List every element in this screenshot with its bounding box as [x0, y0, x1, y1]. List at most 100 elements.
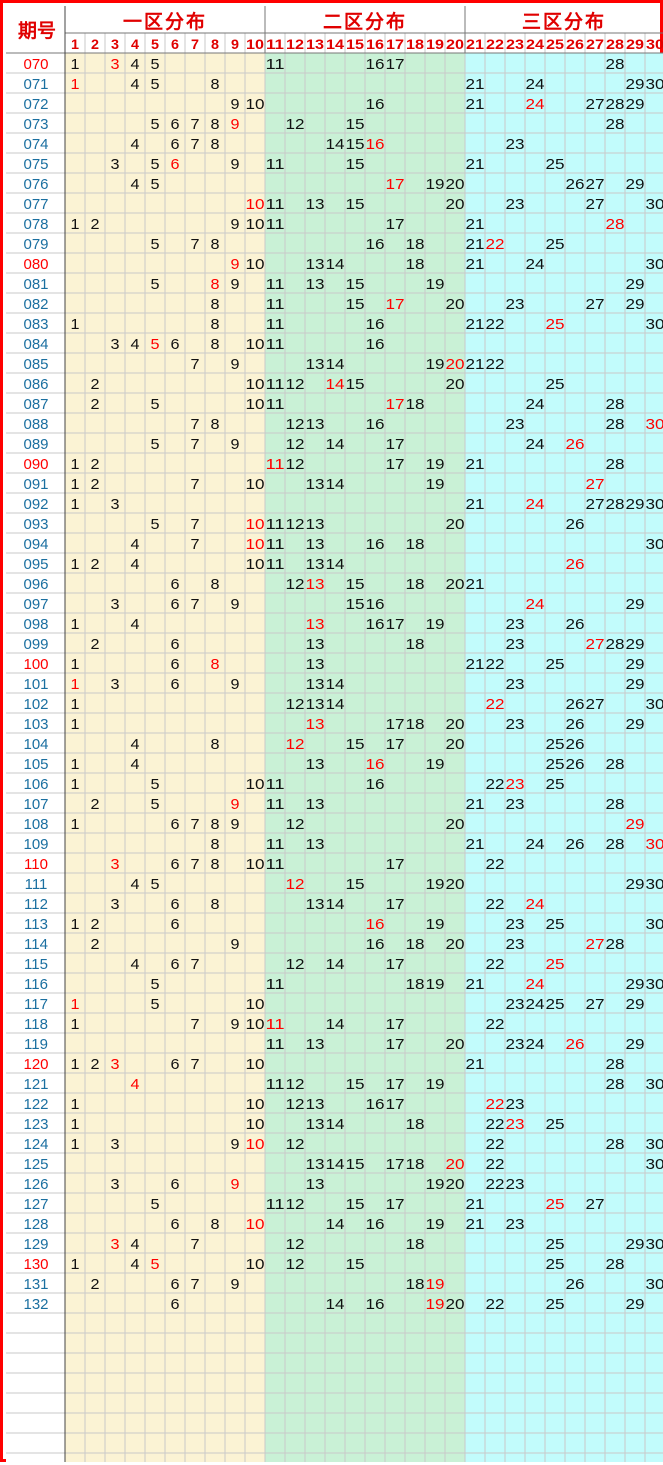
draw-number: 5 — [151, 176, 160, 193]
draw-number: 25 — [546, 316, 565, 333]
draw-number: 22 — [486, 1136, 505, 1153]
draw-number: 13 — [306, 276, 325, 293]
draw-number: 5 — [151, 796, 160, 813]
draw-number: 23 — [506, 296, 525, 313]
draw-number: 4 — [131, 336, 140, 353]
draw-number: 9 — [231, 676, 240, 693]
draw-number: 7 — [191, 356, 200, 373]
draw-number: 17 — [386, 736, 405, 753]
draw-number: 3 — [111, 896, 120, 913]
draw-number: 2 — [91, 636, 100, 653]
column-number-header: 24 — [526, 36, 544, 52]
draw-number: 27 — [586, 196, 605, 213]
draw-number: 29 — [626, 996, 645, 1013]
draw-number: 8 — [211, 276, 220, 293]
draw-number: 13 — [306, 656, 325, 673]
draw-number: 5 — [151, 156, 160, 173]
draw-number: 13 — [306, 256, 325, 273]
draw-number: 13 — [306, 896, 325, 913]
draw-number: 19 — [426, 456, 445, 473]
draw-number: 30 — [646, 1136, 663, 1153]
draw-number: 11 — [266, 856, 285, 873]
draw-number: 1 — [71, 616, 80, 633]
draw-number: 17 — [386, 1036, 405, 1053]
draw-number: 28 — [606, 1136, 625, 1153]
period-number: 070 — [23, 56, 48, 73]
column-number-header: 15 — [346, 36, 364, 52]
draw-number: 1 — [71, 716, 80, 733]
draw-number: 21 — [466, 256, 485, 273]
draw-number: 27 — [586, 496, 605, 513]
draw-number: 13 — [306, 416, 325, 433]
draw-number: 27 — [586, 636, 605, 653]
draw-number: 17 — [386, 56, 405, 73]
period-number: 087 — [23, 396, 48, 413]
draw-number: 16 — [366, 616, 385, 633]
draw-number: 9 — [231, 116, 240, 133]
draw-number: 15 — [346, 156, 365, 173]
draw-number: 10 — [246, 996, 265, 1013]
draw-number: 13 — [306, 556, 325, 573]
draw-number: 25 — [546, 156, 565, 173]
period-number: 100 — [23, 656, 48, 673]
draw-number: 8 — [211, 116, 220, 133]
period-number: 105 — [23, 756, 48, 773]
draw-number: 1 — [71, 816, 80, 833]
draw-number: 10 — [246, 96, 265, 113]
draw-number: 17 — [386, 616, 405, 633]
period-number: 079 — [23, 236, 48, 253]
draw-number: 25 — [546, 1236, 565, 1253]
draw-number: 22 — [486, 236, 505, 253]
column-number-header: 10 — [246, 36, 264, 52]
draw-number: 25 — [546, 1116, 565, 1133]
draw-number: 22 — [486, 1156, 505, 1173]
draw-number: 17 — [386, 1076, 405, 1093]
period-number: 078 — [23, 216, 48, 233]
draw-number: 12 — [286, 956, 305, 973]
draw-number: 1 — [71, 996, 80, 1013]
column-number-header: 6 — [171, 36, 179, 52]
draw-number: 25 — [546, 736, 565, 753]
draw-number: 4 — [131, 1256, 140, 1273]
draw-number: 24 — [526, 1036, 545, 1053]
draw-number: 4 — [131, 176, 140, 193]
draw-number: 18 — [406, 976, 425, 993]
draw-number: 4 — [131, 616, 140, 633]
period-number: 123 — [23, 1116, 48, 1133]
draw-number: 16 — [366, 316, 385, 333]
draw-number: 1 — [71, 776, 80, 793]
period-number: 089 — [23, 436, 48, 453]
draw-number: 16 — [366, 936, 385, 953]
draw-number: 23 — [506, 196, 525, 213]
draw-number: 1 — [71, 556, 80, 573]
draw-number: 20 — [446, 516, 465, 533]
draw-number: 11 — [266, 836, 285, 853]
column-number-header: 11 — [266, 36, 284, 52]
draw-number: 22 — [486, 776, 505, 793]
draw-number: 29 — [626, 876, 645, 893]
draw-number: 13 — [306, 1036, 325, 1053]
draw-number: 13 — [306, 636, 325, 653]
draw-number: 14 — [326, 896, 345, 913]
draw-number: 6 — [171, 576, 180, 593]
draw-number: 29 — [626, 96, 645, 113]
draw-number: 30 — [646, 1156, 663, 1173]
column-number-header: 19 — [426, 36, 444, 52]
draw-number: 8 — [211, 836, 220, 853]
draw-number: 10 — [246, 1136, 265, 1153]
draw-number: 18 — [406, 536, 425, 553]
draw-number: 23 — [506, 1036, 525, 1053]
draw-number: 10 — [246, 556, 265, 573]
draw-number: 29 — [626, 976, 645, 993]
draw-number: 4 — [131, 756, 140, 773]
draw-number: 30 — [646, 196, 663, 213]
column-number-header: 8 — [211, 36, 219, 52]
period-number: 115 — [24, 956, 48, 973]
draw-number: 6 — [171, 816, 180, 833]
draw-number: 25 — [546, 956, 565, 973]
draw-number: 29 — [626, 716, 645, 733]
draw-number: 18 — [406, 576, 425, 593]
draw-number: 14 — [326, 1296, 345, 1313]
draw-number: 2 — [91, 936, 100, 953]
period-number: 113 — [24, 916, 48, 933]
